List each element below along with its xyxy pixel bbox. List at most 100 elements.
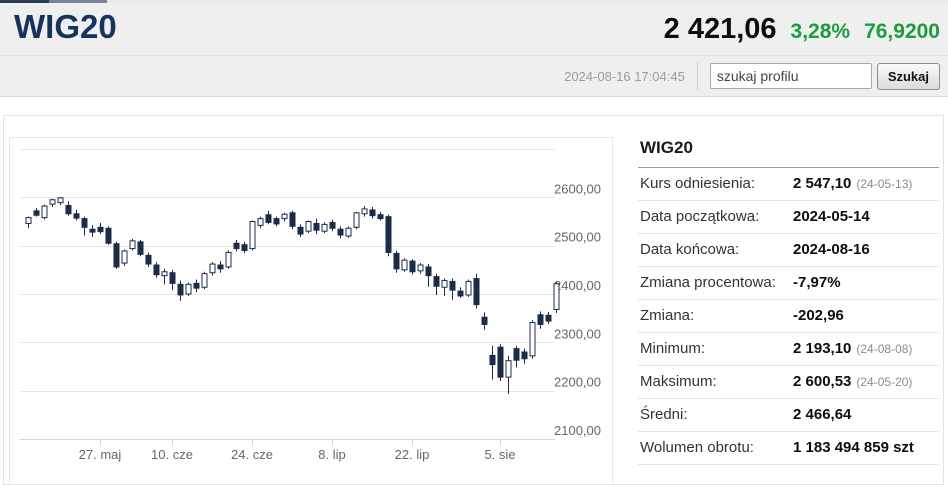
candle [553, 282, 560, 313]
page-title: WIG20 [14, 8, 117, 45]
candle [217, 261, 224, 273]
stats-row-value: 2 600,53 [793, 373, 852, 390]
quote-values: 2 421,06 3,28% 76,9200 [664, 3, 940, 56]
candle [297, 224, 304, 237]
stats-row-label: Kurs odniesienia: [640, 175, 756, 192]
x-axis-label: 5. sie [484, 447, 515, 462]
candle [321, 222, 328, 234]
candle [377, 211, 384, 221]
candle [169, 269, 176, 291]
candle [473, 273, 480, 309]
x-axis-label: 10. cze [151, 447, 193, 462]
candle [201, 271, 208, 290]
candle [129, 238, 136, 251]
candle [81, 216, 88, 236]
browser-edge-strip-gray [49, 0, 107, 3]
stats-row-value: 2024-05-14 [793, 208, 870, 225]
candle [305, 220, 312, 234]
stats-row-value: -202,96 [793, 307, 844, 324]
y-axis-label: 2200,00 [554, 375, 601, 390]
toolbar: 2024-08-16 17:04:45 Szukaj [0, 56, 948, 97]
stats-row: Maksimum: 2 600,53 (24-05-20) [638, 366, 939, 399]
y-axis-label: 2100,00 [554, 423, 601, 438]
candle [225, 250, 232, 269]
candle [49, 198, 56, 207]
candle [25, 216, 32, 229]
candle [457, 287, 464, 298]
candle [465, 279, 472, 297]
candle [73, 209, 80, 221]
y-axis-label: 2600,00 [554, 181, 601, 196]
stats-panel: WIG20 Kurs odniesienia: 2 547,10 (24-05-13… [638, 138, 939, 465]
change-percent: 3,28% [790, 20, 851, 43]
candle [513, 345, 520, 368]
stats-row: Wolumen obrotu: 1 183 494 859 szt [638, 432, 939, 465]
candle [401, 258, 408, 272]
x-axis-label: 24. cze [231, 447, 273, 462]
stats-row-date-note: (24-05-13) [856, 177, 913, 191]
candle [161, 268, 168, 285]
vertical-divider [696, 62, 698, 90]
stats-row: Średni: 2 466,64 [638, 399, 939, 432]
quote-header: WIG20 2 421,06 3,28% 76,9200 [0, 3, 948, 56]
candle [345, 226, 352, 238]
candle [449, 278, 456, 300]
stats-row-label: Minimum: [640, 340, 706, 357]
stats-row: Zmiana: -202,96 [638, 300, 939, 333]
x-axis [20, 439, 555, 445]
stats-row-label: Data końcowa: [640, 241, 740, 258]
candle [393, 250, 400, 273]
candle [265, 210, 272, 225]
candle [545, 311, 552, 324]
candle [57, 197, 64, 206]
candle [193, 279, 200, 293]
candle [65, 201, 72, 216]
candle [441, 278, 448, 296]
candle [505, 355, 512, 395]
candle [97, 222, 104, 235]
x-axis-label: 22. lip [395, 447, 430, 462]
stats-row-label: Data początkowa: [640, 208, 760, 225]
search-input[interactable] [709, 63, 872, 89]
stats-row-label: Maksimum: [640, 373, 717, 390]
browser-edge-strip-dark [0, 0, 49, 3]
quote-timestamp: 2024-08-16 17:04:45 [564, 68, 685, 84]
candle [33, 207, 40, 217]
candle [369, 207, 376, 219]
stats-row: Data końcowa: 2024-08-16 [638, 234, 939, 267]
change-value: 76,9200 [864, 20, 940, 43]
stats-rows: Kurs odniesienia: 2 547,10 (24-05-13) Data … [638, 168, 939, 465]
candle [153, 262, 160, 278]
last-price: 2 421,06 [663, 13, 777, 45]
search-button[interactable]: Szukaj [876, 62, 940, 90]
x-axis-label: 27. maj [79, 447, 122, 462]
candle [337, 226, 344, 239]
candle [529, 320, 536, 359]
browser-edge-strip [0, 0, 948, 3]
candle [361, 206, 368, 217]
stats-row: Data początkowa: 2024-05-14 [638, 201, 939, 234]
stats-row-value: -7,97% [793, 274, 841, 291]
candle [249, 220, 256, 251]
candle [257, 216, 264, 229]
stats-row-value: 2 547,10 [793, 175, 852, 192]
candle [137, 239, 144, 257]
stats-row: Minimum: 2 193,10 (24-08-08) [638, 333, 939, 366]
candle [209, 262, 216, 276]
stats-row-label: Wolumen obrotu: [640, 439, 754, 456]
stats-row-label: Zmiana: [640, 307, 695, 324]
candle [177, 280, 184, 301]
y-axis-label: 2300,00 [554, 326, 601, 341]
candle [425, 264, 432, 287]
candlestick-chart: 27. maj 10. cze 24. cze 8. lip 22. lip 5. sie… [9, 137, 613, 485]
candle [481, 312, 488, 330]
candles [25, 197, 560, 395]
candle [537, 311, 544, 329]
candle [489, 345, 496, 380]
candle [417, 263, 424, 274]
price-chart-svg: 27. maj 10. cze 24. cze 8. lip 22. lip 5. sie… [20, 149, 601, 462]
stats-row-value: 1 183 494 859 szt [793, 439, 914, 456]
candle [121, 249, 128, 266]
candle [233, 239, 240, 252]
candle [433, 273, 440, 295]
